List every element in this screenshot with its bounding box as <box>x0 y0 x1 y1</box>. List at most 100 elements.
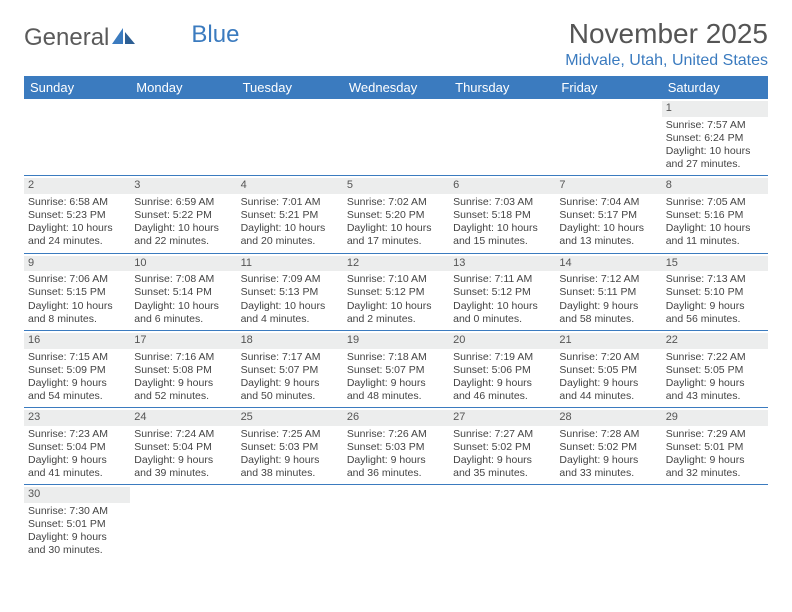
sunrise-text: Sunrise: 7:11 AM <box>453 273 551 286</box>
sunset-text: Sunset: 5:16 PM <box>666 209 764 222</box>
day1-text: Daylight: 10 hours <box>347 300 445 313</box>
day1-text: Daylight: 9 hours <box>559 454 657 467</box>
day1-text: Daylight: 9 hours <box>28 377 126 390</box>
sunset-text: Sunset: 5:10 PM <box>666 286 764 299</box>
day2-text: and 43 minutes. <box>666 390 764 403</box>
sunrise-text: Sunrise: 7:06 AM <box>28 273 126 286</box>
sunset-text: Sunset: 5:15 PM <box>28 286 126 299</box>
day-cell: 15Sunrise: 7:13 AMSunset: 5:10 PMDayligh… <box>662 254 768 330</box>
sunrise-text: Sunrise: 7:22 AM <box>666 351 764 364</box>
day-number: 16 <box>24 333 130 349</box>
day2-text: and 13 minutes. <box>559 235 657 248</box>
day2-text: and 24 minutes. <box>28 235 126 248</box>
day-cell: 25Sunrise: 7:25 AMSunset: 5:03 PMDayligh… <box>237 408 343 484</box>
calendar-page: General Blue November 2025 Midvale, Utah… <box>0 0 792 580</box>
day1-text: Daylight: 9 hours <box>453 454 551 467</box>
empty-cell <box>237 99 343 175</box>
day1-text: Daylight: 9 hours <box>241 377 339 390</box>
sunset-text: Sunset: 5:14 PM <box>134 286 232 299</box>
day-number: 17 <box>130 333 236 349</box>
day2-text: and 41 minutes. <box>28 467 126 480</box>
sunset-text: Sunset: 5:02 PM <box>559 441 657 454</box>
sunset-text: Sunset: 5:02 PM <box>453 441 551 454</box>
day2-text: and 22 minutes. <box>134 235 232 248</box>
sunset-text: Sunset: 5:05 PM <box>666 364 764 377</box>
sunrise-text: Sunrise: 6:58 AM <box>28 196 126 209</box>
sunset-text: Sunset: 5:11 PM <box>559 286 657 299</box>
day1-text: Daylight: 10 hours <box>666 145 764 158</box>
sunrise-text: Sunrise: 7:27 AM <box>453 428 551 441</box>
calendar-grid: SundayMondayTuesdayWednesdayThursdayFrid… <box>24 76 768 562</box>
day1-text: Daylight: 10 hours <box>666 222 764 235</box>
sunrise-text: Sunrise: 7:25 AM <box>241 428 339 441</box>
day2-text: and 2 minutes. <box>347 313 445 326</box>
day-number: 2 <box>24 178 130 194</box>
day2-text: and 56 minutes. <box>666 313 764 326</box>
sunrise-text: Sunrise: 7:13 AM <box>666 273 764 286</box>
day1-text: Daylight: 10 hours <box>28 300 126 313</box>
day-cell: 30Sunrise: 7:30 AMSunset: 5:01 PMDayligh… <box>24 485 130 561</box>
day1-text: Daylight: 10 hours <box>347 222 445 235</box>
sunrise-text: Sunrise: 7:30 AM <box>28 505 126 518</box>
empty-cell <box>555 485 661 561</box>
empty-cell <box>449 485 555 561</box>
sunrise-text: Sunrise: 7:57 AM <box>666 119 764 132</box>
day-header: Wednesday <box>343 76 449 99</box>
day1-text: Daylight: 9 hours <box>666 377 764 390</box>
day1-text: Daylight: 9 hours <box>28 531 126 544</box>
header-row: General Blue November 2025 Midvale, Utah… <box>24 18 768 70</box>
day-number: 22 <box>662 333 768 349</box>
day2-text: and 38 minutes. <box>241 467 339 480</box>
day-cell: 13Sunrise: 7:11 AMSunset: 5:12 PMDayligh… <box>449 254 555 330</box>
empty-cell <box>130 485 236 561</box>
week-row: 23Sunrise: 7:23 AMSunset: 5:04 PMDayligh… <box>24 408 768 485</box>
day2-text: and 20 minutes. <box>241 235 339 248</box>
day2-text: and 0 minutes. <box>453 313 551 326</box>
sunset-text: Sunset: 5:12 PM <box>453 286 551 299</box>
week-row: 9Sunrise: 7:06 AMSunset: 5:15 PMDaylight… <box>24 254 768 331</box>
day-cell: 16Sunrise: 7:15 AMSunset: 5:09 PMDayligh… <box>24 331 130 407</box>
day-number: 26 <box>343 410 449 426</box>
day2-text: and 15 minutes. <box>453 235 551 248</box>
logo: General Blue <box>24 18 239 52</box>
day-cell: 8Sunrise: 7:05 AMSunset: 5:16 PMDaylight… <box>662 176 768 252</box>
empty-cell <box>130 99 236 175</box>
sunrise-text: Sunrise: 7:23 AM <box>28 428 126 441</box>
sunset-text: Sunset: 5:22 PM <box>134 209 232 222</box>
day-number: 28 <box>555 410 661 426</box>
empty-cell <box>662 485 768 561</box>
sunset-text: Sunset: 5:12 PM <box>347 286 445 299</box>
day1-text: Daylight: 10 hours <box>453 300 551 313</box>
sunset-text: Sunset: 5:20 PM <box>347 209 445 222</box>
day1-text: Daylight: 9 hours <box>134 454 232 467</box>
day1-text: Daylight: 10 hours <box>241 300 339 313</box>
logo-text-2: Blue <box>191 21 239 49</box>
sunrise-text: Sunrise: 7:29 AM <box>666 428 764 441</box>
day-cell: 9Sunrise: 7:06 AMSunset: 5:15 PMDaylight… <box>24 254 130 330</box>
day1-text: Daylight: 10 hours <box>134 222 232 235</box>
empty-cell <box>555 99 661 175</box>
day1-text: Daylight: 9 hours <box>28 454 126 467</box>
sunset-text: Sunset: 5:01 PM <box>666 441 764 454</box>
day1-text: Daylight: 9 hours <box>347 377 445 390</box>
day-number: 5 <box>343 178 449 194</box>
day-cell: 23Sunrise: 7:23 AMSunset: 5:04 PMDayligh… <box>24 408 130 484</box>
week-row: 30Sunrise: 7:30 AMSunset: 5:01 PMDayligh… <box>24 485 768 561</box>
sunrise-text: Sunrise: 7:08 AM <box>134 273 232 286</box>
day-header: Saturday <box>662 76 768 99</box>
title-block: November 2025 Midvale, Utah, United Stat… <box>565 18 768 70</box>
month-title: November 2025 <box>565 18 768 50</box>
week-row: 1Sunrise: 7:57 AMSunset: 6:24 PMDaylight… <box>24 99 768 176</box>
day2-text: and 46 minutes. <box>453 390 551 403</box>
sunset-text: Sunset: 5:23 PM <box>28 209 126 222</box>
sunrise-text: Sunrise: 7:04 AM <box>559 196 657 209</box>
day-cell: 7Sunrise: 7:04 AMSunset: 5:17 PMDaylight… <box>555 176 661 252</box>
day1-text: Daylight: 9 hours <box>347 454 445 467</box>
sunrise-text: Sunrise: 7:28 AM <box>559 428 657 441</box>
day-cell: 1Sunrise: 7:57 AMSunset: 6:24 PMDaylight… <box>662 99 768 175</box>
sunrise-text: Sunrise: 7:26 AM <box>347 428 445 441</box>
day1-text: Daylight: 9 hours <box>241 454 339 467</box>
day-cell: 2Sunrise: 6:58 AMSunset: 5:23 PMDaylight… <box>24 176 130 252</box>
day1-text: Daylight: 9 hours <box>666 454 764 467</box>
sunrise-text: Sunrise: 7:03 AM <box>453 196 551 209</box>
